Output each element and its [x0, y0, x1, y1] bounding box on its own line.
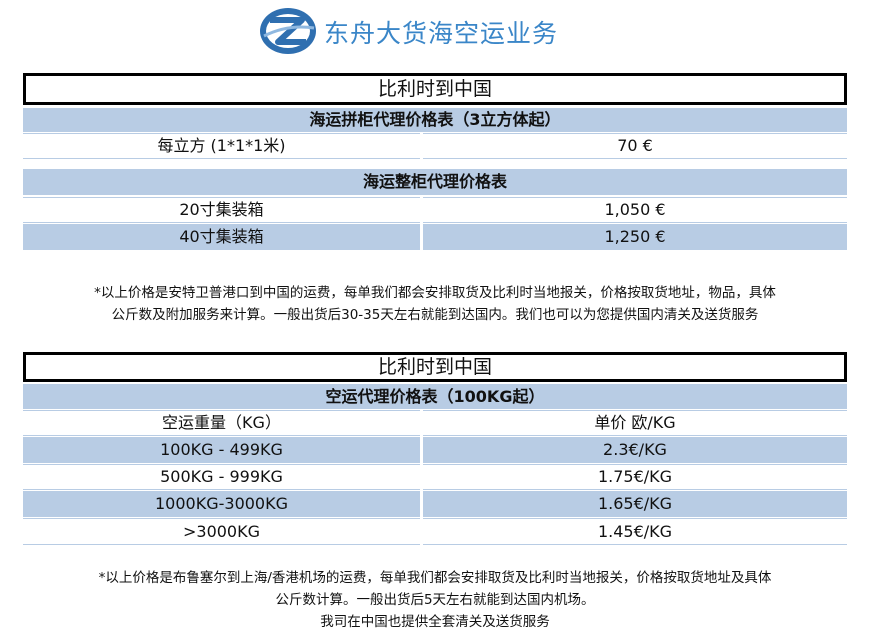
table-header-row: 空运重量（KG） 单价 欧/KG — [23, 410, 847, 436]
table-row: 40寸集装箱 1,250 € — [23, 224, 847, 250]
column-header-price: 单价 欧/KG — [423, 410, 847, 436]
sea-note: *以上价格是安特卫普港口到中国的运费，每单我们都会安排取货及比利时当地报关，价格… — [23, 282, 847, 326]
brand-name: 东舟大货海空运业务 — [324, 19, 559, 48]
sea-fcl-price: 1,050 € — [423, 197, 847, 223]
air-note-line: 公斤数计算。一般出货后5天左右就能到达国内机场。 — [275, 592, 595, 608]
air-note-line: *以上价格是布鲁塞尔到上海/香港机场的运费，每单我们都会安排取货及比利时当地报关… — [98, 570, 772, 586]
table-row: 100KG - 499KG 2.3€/KG — [23, 437, 847, 463]
table-row: 每立方 (1*1*1米) 70 € — [23, 133, 847, 159]
air-weight: >3000KG — [23, 518, 420, 545]
company-logo-icon — [260, 8, 316, 54]
air-price: 1.75€/KG — [423, 464, 847, 490]
air-header: 空运代理价格表（100KG起） — [23, 384, 847, 409]
sea-fcl-label: 20寸集装箱 — [23, 197, 420, 223]
column-header-weight: 空运重量（KG） — [23, 410, 420, 436]
sea-note-line: 公斤数及附加服务来计算。一般出货后30-35天左右就能到达国内。我们也可以为您提… — [111, 307, 759, 323]
sea-fcl-label: 40寸集装箱 — [23, 224, 420, 250]
air-price: 1.65€/KG — [423, 491, 847, 517]
sea-lcl-header: 海运拼柜代理价格表（3立方体起） — [23, 108, 847, 132]
air-note-line: 我司在中国也提供全套清关及送货服务 — [320, 614, 550, 630]
sea-fcl-header: 海运整柜代理价格表 — [23, 169, 847, 195]
sea-lcl-price: 70 € — [423, 133, 847, 159]
air-price: 2.3€/KG — [423, 437, 847, 463]
sea-note-line: *以上价格是安特卫普港口到中国的运费，每单我们都会安排取货及比利时当地报关，价格… — [94, 285, 776, 301]
table-row: 1000KG-3000KG 1.65€/KG — [23, 491, 847, 517]
air-price: 1.45€/KG — [423, 518, 847, 545]
air-section-title: 比利时到中国 — [23, 352, 847, 382]
air-weight: 500KG - 999KG — [23, 464, 420, 490]
air-weight: 100KG - 499KG — [23, 437, 420, 463]
table-row: >3000KG 1.45€/KG — [23, 518, 847, 545]
table-row: 500KG - 999KG 1.75€/KG — [23, 464, 847, 490]
sea-section-title: 比利时到中国 — [23, 73, 847, 105]
table-row: 20寸集装箱 1,050 € — [23, 197, 847, 223]
air-weight: 1000KG-3000KG — [23, 491, 420, 517]
sea-fcl-price: 1,250 € — [423, 224, 847, 250]
sea-lcl-label: 每立方 (1*1*1米) — [23, 133, 420, 159]
air-note: *以上价格是布鲁塞尔到上海/香港机场的运费，每单我们都会安排取货及比利时当地报关… — [23, 567, 847, 633]
